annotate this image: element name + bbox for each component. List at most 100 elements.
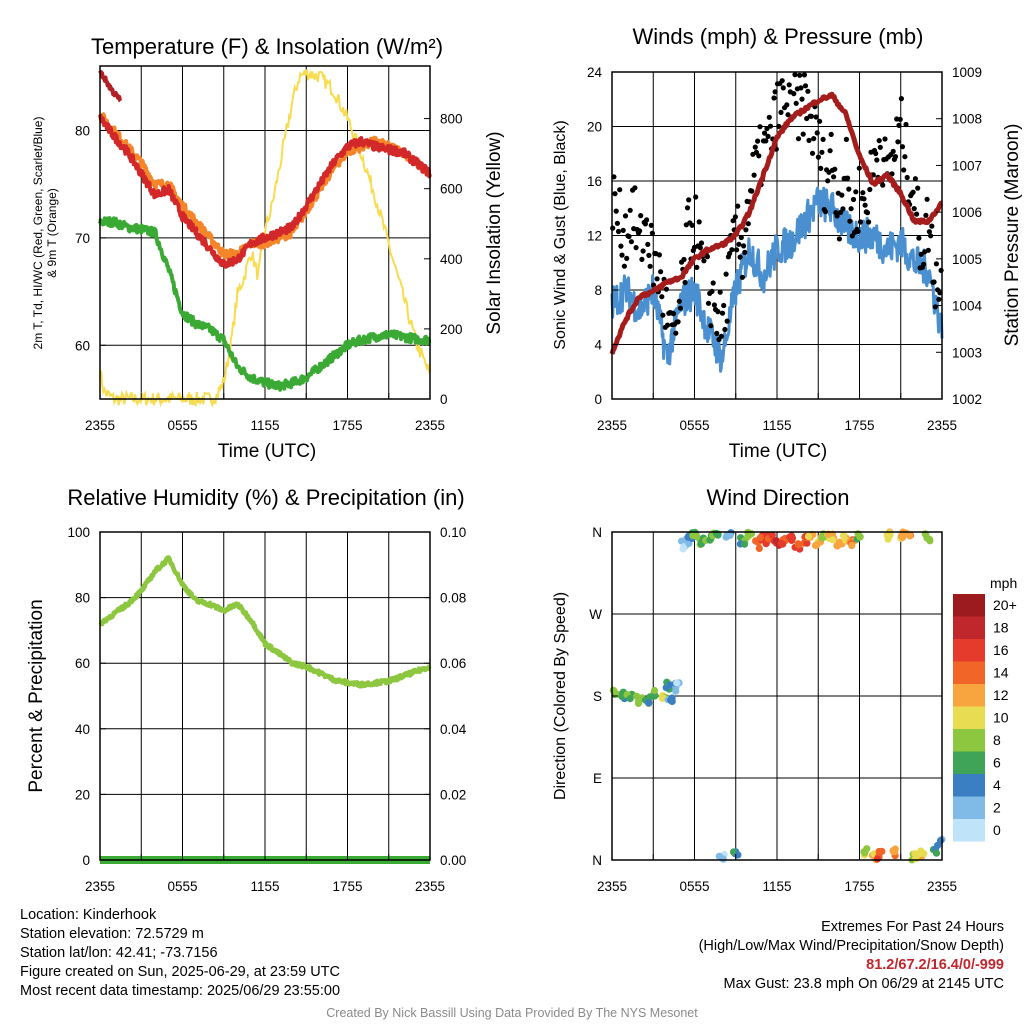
wind-direction-point (856, 533, 864, 541)
gust-point (734, 247, 740, 253)
gust-point (929, 223, 935, 229)
gust-point (828, 131, 834, 137)
x-tick-label: 1155 (762, 879, 791, 894)
x-tick-label: 2355 (415, 879, 445, 894)
x-tick-label: 1755 (844, 879, 874, 894)
y-tick-label: W (589, 607, 602, 622)
gust-point (928, 233, 934, 239)
x-tick-label: 1755 (332, 879, 362, 894)
gust-point (792, 72, 798, 78)
gust-point (808, 113, 815, 119)
speed-legend-title: mph (990, 575, 1017, 591)
gust-point (911, 206, 917, 212)
gust-point (819, 149, 825, 155)
legend-label: 10 (993, 710, 1009, 726)
gust-point (791, 91, 797, 97)
gust-point (639, 256, 645, 262)
gust-point (659, 294, 665, 300)
gust-point (638, 213, 644, 219)
wind-direction-point (650, 686, 659, 695)
winds-panel: Winds (mph) & Pressure (mb) 2355 0555 1155… (552, 24, 1023, 462)
gust-point (752, 144, 758, 150)
gust-point (898, 96, 905, 102)
gust-point (735, 203, 741, 209)
gust-point (711, 302, 718, 308)
wind-direction-point (755, 544, 763, 553)
gust-point (931, 279, 937, 285)
gust-point (673, 330, 679, 336)
x-tick-label: 0555 (167, 879, 197, 894)
gust-point (622, 213, 629, 219)
gust-point (722, 326, 728, 333)
gust-point (647, 263, 653, 269)
temperature-ylabel-line2: & 9m T (Orange) (45, 188, 59, 278)
gust-point (756, 153, 762, 159)
x-tick-label: 2355 (85, 879, 115, 894)
y2-tick-label: 400 (440, 252, 463, 267)
gust-point (876, 138, 882, 144)
y-tick-label: 80 (75, 591, 90, 606)
temperature-xlabel: Time (UTC) (218, 441, 317, 462)
legend-label: 0 (993, 822, 1001, 838)
gust-point (877, 144, 883, 150)
y-tick-label: 60 (75, 338, 90, 353)
legend-swatch (953, 774, 985, 797)
gust-point (709, 288, 715, 294)
gust-point (663, 286, 670, 292)
legend-swatch (953, 751, 985, 774)
legend-label: 8 (993, 732, 1001, 748)
humidity-title: Relative Humidity (%) & Precipitation (i… (67, 485, 464, 510)
y2-tick-label: 0.08 (440, 591, 466, 606)
wind-direction-point (747, 530, 756, 538)
gust-point (627, 207, 633, 213)
gust-point (912, 176, 919, 182)
gust-point (737, 254, 743, 260)
sonic-wind-line (610, 186, 944, 373)
temperature-9m-line (98, 112, 432, 260)
gust-point (921, 261, 927, 267)
station-pressure-line (609, 91, 944, 355)
gust-point (640, 248, 646, 254)
relative-humidity-line (98, 555, 432, 689)
wind-direction-point (873, 855, 882, 863)
gust-point (847, 218, 853, 224)
y-tick-label: 0 (82, 853, 90, 868)
wind-direction-point (875, 847, 883, 856)
gust-point (817, 118, 823, 124)
gust-point (718, 333, 725, 339)
gust-point (738, 234, 744, 241)
wind-direction-point (672, 687, 680, 695)
gust-point (681, 256, 687, 263)
gust-point (924, 196, 930, 202)
wind-direction-point (804, 532, 813, 541)
gust-point (857, 219, 864, 225)
y-tick-label: 0 (594, 392, 602, 407)
gust-point (861, 196, 867, 202)
humidity-panel: Relative Humidity (%) & Precipitation (i… (26, 485, 467, 894)
winds-series (609, 72, 944, 373)
x-tick-label: 0555 (679, 418, 709, 433)
gust-point (892, 154, 899, 160)
gust-point (675, 319, 681, 325)
gust-point (802, 83, 809, 89)
gust-point (895, 139, 901, 145)
gust-point (933, 261, 940, 267)
station-elevation: Station elevation: 72.5729 m (20, 926, 204, 942)
gust-point (765, 133, 771, 139)
x-tick-label: 0555 (679, 879, 709, 894)
legend-swatch (953, 684, 985, 707)
wind-direction-point (848, 542, 856, 550)
gust-point (743, 227, 749, 233)
gust-point (619, 252, 625, 258)
wind-direction-point (811, 541, 820, 550)
wind-direction-point (666, 681, 674, 689)
gust-point (628, 239, 635, 245)
gust-point (766, 114, 772, 120)
y-tick-label: N (592, 853, 602, 868)
y2-tick-label: 1006 (952, 205, 982, 220)
gust-point (642, 221, 649, 227)
y2-tick-label: 0.10 (440, 525, 466, 540)
gust-point (763, 138, 769, 144)
temperature-panel: Temperature (F) & Insolation (W/m²) 2355… (31, 34, 505, 462)
